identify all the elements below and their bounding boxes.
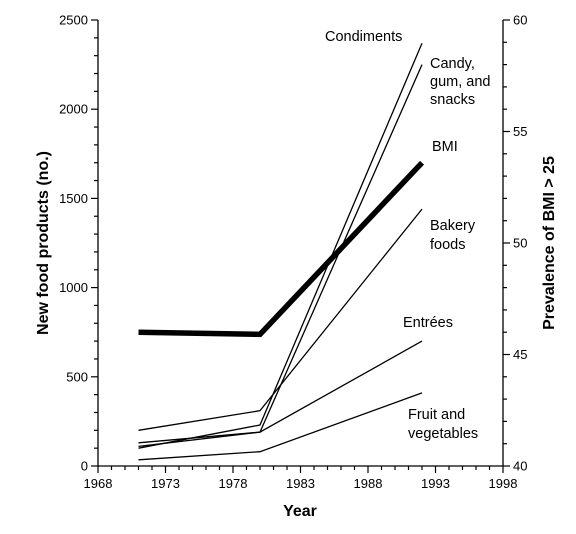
svg-text:Bakery: Bakery: [430, 218, 476, 234]
y-axis-title-right: Prevalence of BMI > 25: [541, 156, 558, 330]
x-tick-label-1993: 1993: [421, 476, 450, 491]
series-label-bmi: BMI: [432, 139, 458, 155]
series-lines: [138, 42, 425, 461]
series-line-entr-es: [138, 340, 423, 448]
svg-text:Fruit and: Fruit and: [408, 407, 465, 423]
y-axis-title-left: New food products (no.): [35, 151, 52, 335]
y-ticks-left: 0 500 1000 1500 2000 2500: [59, 13, 98, 474]
series-line-bakery-foods: [138, 208, 423, 431]
svg-text:Entrées: Entrées: [403, 315, 453, 331]
series-label-fruit-vegetables: Fruit and vegetables: [408, 407, 478, 442]
series-line-fruit-and-vegetables: [138, 392, 423, 461]
y2-tick-label-40: 40: [513, 459, 527, 474]
y2-tick-label-45: 45: [513, 347, 527, 362]
x-ticks: 1968 1973 1978 1983 1988 1993 1998: [84, 466, 518, 491]
series-label-entrees: Entrées: [403, 315, 453, 331]
x-axis-title: Year: [283, 503, 317, 520]
x-tick-label-1983: 1983: [286, 476, 315, 491]
y-tick-label-1000: 1000: [59, 280, 88, 295]
y-tick-label-2000: 2000: [59, 102, 88, 117]
svg-text:BMI: BMI: [432, 139, 458, 155]
series-label-condiments: Condiments: [325, 29, 402, 45]
series-line-bmi: [138, 160, 425, 338]
x-tick-label-1988: 1988: [354, 476, 383, 491]
svg-text:Candy,: Candy,: [430, 56, 475, 72]
series-label-bakery-foods: Bakery foods: [430, 218, 476, 253]
y-tick-label-1500: 1500: [59, 191, 88, 206]
y-tick-label-2500: 2500: [59, 13, 88, 28]
svg-text:gum, and: gum, and: [430, 74, 490, 90]
x-tick-label-1998: 1998: [489, 476, 518, 491]
y-ticks-right: 40 45 50 55 60: [503, 13, 527, 474]
series-label-candy-gum-snacks: Candy, gum, and snacks: [430, 56, 490, 108]
svg-text:Condiments: Condiments: [325, 29, 402, 45]
x-tick-label-1968: 1968: [84, 476, 113, 491]
series-line-condiments: [138, 42, 423, 449]
x-tick-label-1978: 1978: [219, 476, 248, 491]
x-tick-label-1973: 1973: [151, 476, 180, 491]
y2-tick-label-50: 50: [513, 236, 527, 251]
y-tick-label-0: 0: [81, 459, 88, 474]
y-tick-label-500: 500: [66, 369, 88, 384]
svg-text:snacks: snacks: [430, 92, 475, 108]
y2-tick-label-60: 60: [513, 13, 527, 28]
svg-text:vegetables: vegetables: [408, 426, 478, 442]
svg-text:foods: foods: [430, 237, 465, 253]
y2-tick-label-55: 55: [513, 124, 527, 139]
